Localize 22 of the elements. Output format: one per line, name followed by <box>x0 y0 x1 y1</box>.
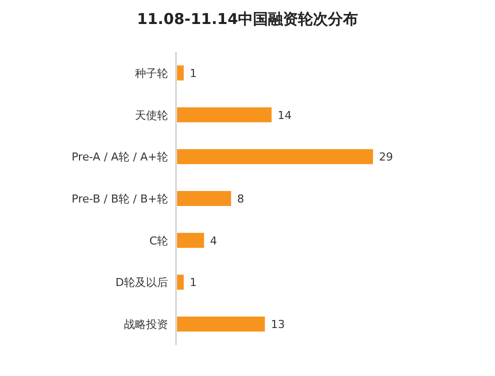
y-tick-label: D轮及以后 <box>116 276 168 290</box>
data-label: 14 <box>278 108 292 122</box>
y-tick-label: 战略投资 <box>124 318 168 332</box>
chart-title: 11.08-11.14中国融资轮次分布 <box>136 10 358 28</box>
y-tick-label: C轮 <box>149 234 168 248</box>
data-label: 13 <box>270 318 285 332</box>
y-tick-label: 种子轮 <box>135 66 168 80</box>
data-label: 1 <box>190 66 197 80</box>
bar <box>177 65 184 80</box>
data-label: 29 <box>379 150 393 164</box>
data-label: 4 <box>210 234 218 248</box>
bar <box>177 232 204 248</box>
y-tick-label: 天使轮 <box>135 108 168 122</box>
data-label: 8 <box>237 192 244 206</box>
y-tick-label: Pre-B / B轮 / B+轮 <box>72 192 168 206</box>
bar <box>177 274 184 290</box>
y-tick-label: Pre-A / A轮 / A+轮 <box>72 150 168 164</box>
bar <box>177 149 373 164</box>
bar <box>177 107 272 122</box>
bar <box>177 191 232 206</box>
data-label: 1 <box>190 276 197 290</box>
bar <box>177 316 265 332</box>
